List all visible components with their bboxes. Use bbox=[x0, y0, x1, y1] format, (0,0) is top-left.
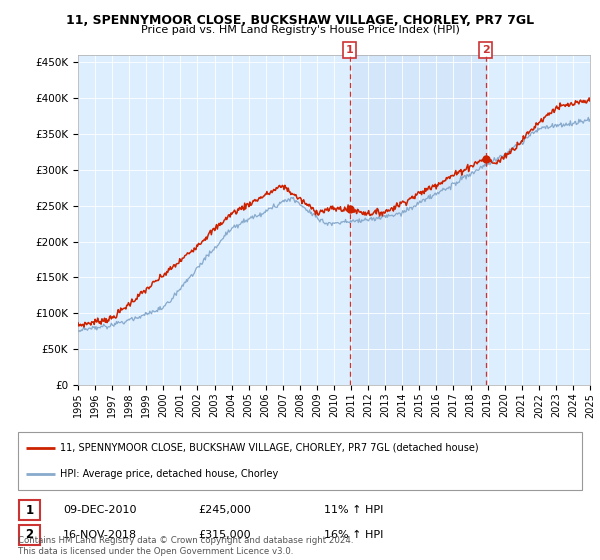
Text: £315,000: £315,000 bbox=[198, 530, 251, 540]
Text: £245,000: £245,000 bbox=[198, 505, 251, 515]
Text: Contains HM Land Registry data © Crown copyright and database right 2024.
This d: Contains HM Land Registry data © Crown c… bbox=[18, 536, 353, 556]
Text: 2: 2 bbox=[482, 45, 490, 55]
Text: 16% ↑ HPI: 16% ↑ HPI bbox=[324, 530, 383, 540]
Text: 11, SPENNYMOOR CLOSE, BUCKSHAW VILLAGE, CHORLEY, PR7 7GL (detached house): 11, SPENNYMOOR CLOSE, BUCKSHAW VILLAGE, … bbox=[60, 442, 479, 452]
Text: 11, SPENNYMOOR CLOSE, BUCKSHAW VILLAGE, CHORLEY, PR7 7GL: 11, SPENNYMOOR CLOSE, BUCKSHAW VILLAGE, … bbox=[66, 14, 534, 27]
Text: 1: 1 bbox=[346, 45, 353, 55]
Text: 1: 1 bbox=[25, 503, 34, 516]
Text: 09-DEC-2010: 09-DEC-2010 bbox=[63, 505, 137, 515]
Text: 11% ↑ HPI: 11% ↑ HPI bbox=[324, 505, 383, 515]
Text: 16-NOV-2018: 16-NOV-2018 bbox=[63, 530, 137, 540]
Text: 2: 2 bbox=[25, 529, 34, 542]
Bar bbox=[350, 55, 485, 385]
Text: HPI: Average price, detached house, Chorley: HPI: Average price, detached house, Chor… bbox=[60, 469, 278, 479]
Text: Price paid vs. HM Land Registry's House Price Index (HPI): Price paid vs. HM Land Registry's House … bbox=[140, 25, 460, 35]
